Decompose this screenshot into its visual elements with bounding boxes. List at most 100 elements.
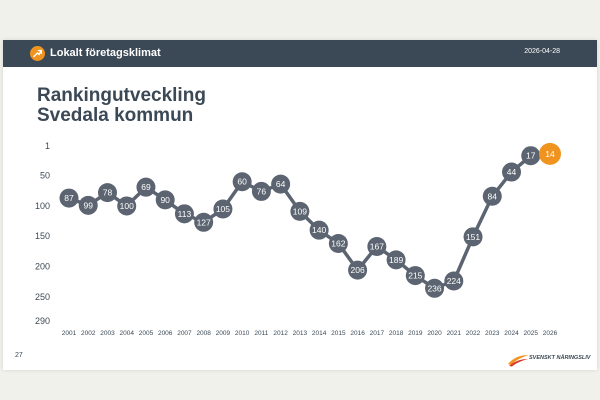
data-point xyxy=(405,266,425,286)
data-point xyxy=(444,271,464,291)
data-label: 17 xyxy=(526,151,536,161)
x-tick-label: 2007 xyxy=(177,330,192,337)
title-line-2: Svedala kommun xyxy=(37,105,194,126)
data-point xyxy=(521,146,541,166)
brand-logo: SVENSKT NÄRINGSLIV xyxy=(507,351,597,367)
data-point xyxy=(463,227,483,247)
y-tick-label: 250 xyxy=(35,292,50,302)
x-tick-label: 2001 xyxy=(62,330,77,337)
data-label: 99 xyxy=(84,200,94,210)
brand-name: SVENSKT NÄRINGSLIV xyxy=(529,355,591,361)
x-tick-label: 2024 xyxy=(504,330,519,337)
data-point xyxy=(309,220,329,240)
data-label: 14 xyxy=(545,149,555,159)
x-tick-label: 2006 xyxy=(158,330,173,337)
x-tick-label: 2019 xyxy=(408,330,423,337)
data-label: 90 xyxy=(160,195,170,205)
header-date: 2026-04-28 xyxy=(524,48,560,55)
data-label: 84 xyxy=(488,191,498,201)
header-bar: Lokalt företagsklimat 2026-04-28 xyxy=(3,40,597,67)
data-point xyxy=(502,162,522,182)
series-line xyxy=(67,152,552,291)
data-point xyxy=(367,237,387,257)
data-label: 224 xyxy=(447,276,461,286)
x-tick-label: 2015 xyxy=(331,330,346,337)
data-point xyxy=(194,212,214,232)
data-point xyxy=(386,250,406,270)
x-tick-label: 2005 xyxy=(139,330,154,337)
data-label: 189 xyxy=(389,255,403,265)
y-tick-label: 1 xyxy=(45,141,50,151)
slide: Lokalt företagsklimat 2026-04-28 Ranking… xyxy=(3,40,597,370)
data-label: 206 xyxy=(351,265,365,275)
x-tick-label: 2018 xyxy=(389,330,404,337)
y-tick-label: 50 xyxy=(40,171,50,181)
data-point xyxy=(155,190,175,210)
x-tick-label: 2003 xyxy=(100,330,115,337)
data-label: 76 xyxy=(257,186,267,196)
page-number: 27 xyxy=(15,352,23,359)
x-tick-label: 2022 xyxy=(466,330,481,337)
x-tick-label: 2008 xyxy=(196,330,211,337)
x-tick-label: 2010 xyxy=(235,330,250,337)
arrow-up-right-icon xyxy=(30,46,45,61)
x-tick-label: 2004 xyxy=(119,330,134,337)
data-point xyxy=(482,186,502,206)
data-label: 109 xyxy=(293,206,307,216)
data-point xyxy=(174,204,194,224)
data-point xyxy=(213,199,233,219)
data-point xyxy=(425,278,445,298)
data-label: 236 xyxy=(427,283,441,293)
title-line-1: Rankingutveckling xyxy=(37,85,206,106)
data-label: 127 xyxy=(197,217,211,227)
data-label: 151 xyxy=(466,232,480,242)
x-tick-label: 2013 xyxy=(293,330,308,337)
data-point xyxy=(271,174,291,194)
y-tick-label: 290 xyxy=(35,316,50,326)
x-tick-label: 2002 xyxy=(81,330,96,337)
x-tick-label: 2023 xyxy=(485,330,500,337)
x-tick-label: 2014 xyxy=(312,330,327,337)
data-label: 140 xyxy=(312,225,326,235)
data-point xyxy=(136,177,156,197)
data-label: 162 xyxy=(331,238,345,248)
data-point xyxy=(117,196,137,216)
data-label: 44 xyxy=(507,167,517,177)
x-tick-label: 2021 xyxy=(447,330,462,337)
data-point xyxy=(59,188,79,208)
x-tick-label: 2009 xyxy=(216,330,231,337)
x-tick-label: 2026 xyxy=(543,330,558,337)
y-tick-label: 200 xyxy=(35,262,50,272)
y-tick-label: 150 xyxy=(35,231,50,241)
data-point xyxy=(97,183,117,203)
data-point xyxy=(78,195,98,215)
data-label: 69 xyxy=(141,182,151,192)
data-point xyxy=(328,233,348,253)
y-tick-label: 100 xyxy=(35,201,50,211)
x-tick-label: 2017 xyxy=(370,330,385,337)
brand-swoosh-icon xyxy=(508,355,529,367)
x-tick-label: 2011 xyxy=(254,330,268,337)
header-title: Lokalt företagsklimat xyxy=(50,47,161,59)
data-label: 87 xyxy=(64,193,74,203)
data-label: 215 xyxy=(408,271,422,281)
data-point-highlight xyxy=(539,142,561,165)
x-tick-label: 2016 xyxy=(350,330,365,337)
data-label: 60 xyxy=(237,177,247,187)
data-label: 105 xyxy=(216,204,230,214)
data-label: 113 xyxy=(178,209,192,219)
data-label: 100 xyxy=(120,201,134,211)
x-tick-label: 2012 xyxy=(273,330,288,337)
x-tick-label: 2025 xyxy=(524,330,539,337)
page-title: Rankingutveckling Svedala kommun xyxy=(37,86,206,126)
data-point xyxy=(232,172,252,192)
data-label: 64 xyxy=(276,179,286,189)
data-point xyxy=(251,181,271,201)
data-point xyxy=(348,260,368,280)
x-tick-label: 2020 xyxy=(427,330,442,337)
data-point xyxy=(290,201,310,221)
data-label: 78 xyxy=(103,188,113,198)
data-label: 167 xyxy=(370,242,384,252)
